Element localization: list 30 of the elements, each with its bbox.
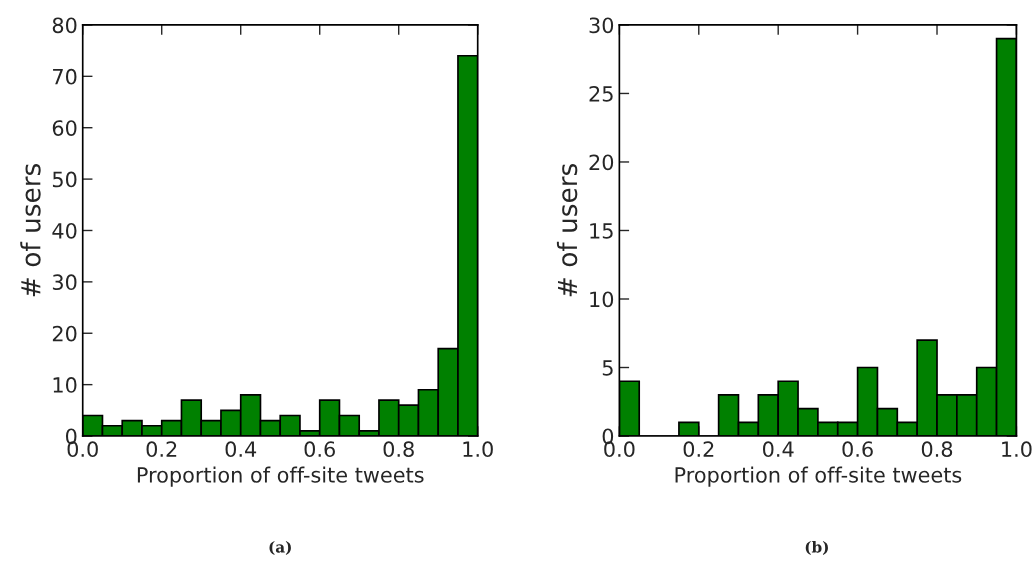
x-tick-label: 0.8 [383, 441, 414, 458]
x-tick-label: 0.4 [225, 441, 257, 458]
y-tick-label: 80 [52, 17, 77, 34]
x-axis-title: Proportion of off-site tweets [137, 466, 424, 487]
x-tick-label: 1.0 [1002, 441, 1032, 458]
y-tick-label: 20 [52, 325, 77, 342]
x-tick-label: 1.0 [463, 441, 493, 458]
x-axis-title: Proportion of off-site tweets [675, 466, 962, 487]
y-tick-label: 70 [53, 68, 77, 85]
text: (b) [805, 540, 828, 555]
y-tick-label: 10 [53, 377, 77, 393]
y-tick-label: 30 [52, 274, 77, 291]
y-tick-label: 40 [52, 222, 77, 239]
y-tick-label: 50 [52, 171, 77, 188]
x-tick-label: 0.2 [146, 441, 177, 458]
x-tick-label: 0.6 [842, 441, 873, 458]
x-tick-label: 0.2 [683, 441, 714, 458]
y-tick-label: 30 [589, 17, 614, 34]
x-tick-label: 0.4 [763, 441, 794, 458]
y-tick-label: 15 [590, 223, 613, 239]
x-tick-label: 0.8 [921, 441, 953, 458]
text: (a) [269, 540, 291, 555]
y-tick-label: 10 [590, 291, 614, 308]
y-tick-label: 60 [52, 120, 77, 136]
x-tick-label: 0.6 [304, 441, 335, 458]
y-tick-label: 25 [589, 85, 613, 102]
y-axis-title: # of users [20, 163, 41, 297]
y-tick-label: 20 [589, 154, 614, 171]
y-axis-title: # of users [556, 163, 578, 297]
y-tick-label: 5 [602, 360, 613, 376]
